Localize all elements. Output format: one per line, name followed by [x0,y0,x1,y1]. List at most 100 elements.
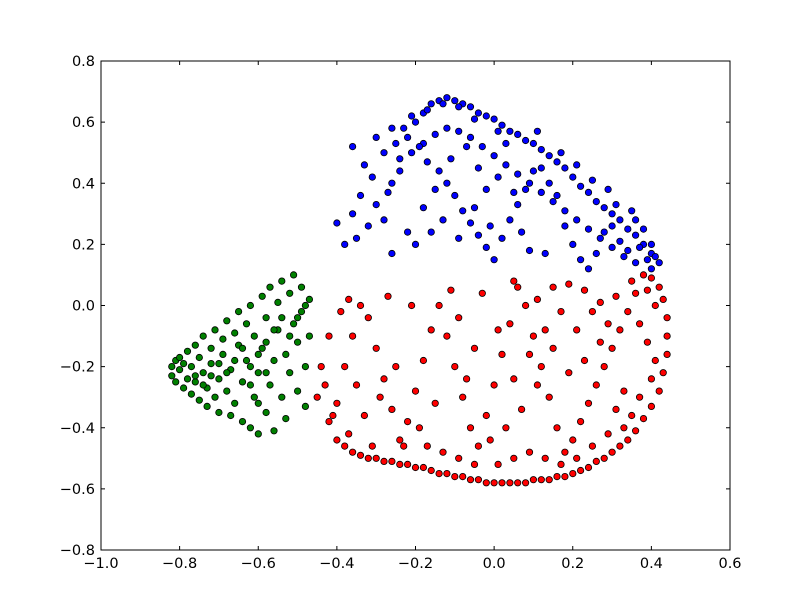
scatter-point [207,372,215,380]
scatter-point [415,143,423,151]
scatter-point [187,362,195,371]
scatter-point [525,448,534,456]
scatter-point [498,350,506,358]
scatter-point [529,476,538,484]
scatter-point [176,353,184,362]
scatter-point [455,127,463,135]
scatter-point [494,127,502,135]
scatter-point [451,472,459,481]
scatter-point [635,243,644,251]
scatter-point [573,454,581,462]
scatter-point [372,344,380,352]
scatter-point [293,338,302,346]
scatter-point [403,228,412,236]
scatter-point [506,320,514,328]
scatter-point [624,246,632,255]
scatter-point [635,320,644,328]
scatter-point [411,463,420,472]
scatter-point [293,314,302,322]
scatter-point [494,173,502,181]
scatter-point [490,479,498,487]
scatter-point [482,112,490,120]
scatter-point [576,182,585,190]
scatter-point [537,188,545,196]
scatter-point [628,411,636,420]
scatter-point [647,274,656,282]
scatter-point [282,350,290,358]
scatter-point [545,393,553,401]
scatter-point [407,301,416,310]
scatter-point [415,424,423,432]
scatter-point [620,253,628,261]
scatter-point [482,185,490,193]
y-tick-label: −0.6 [60,482,95,498]
scatter-point [478,289,486,297]
scatter-point [510,188,518,196]
scatter-point [423,158,431,166]
scatter-point [384,188,392,196]
scatter-point [525,350,534,358]
scatter-point [447,155,455,163]
scatter-point [462,375,471,383]
scatter-point [651,253,659,261]
scatter-point [510,454,518,462]
scatter-point [643,256,652,264]
scatter-point [435,469,443,478]
scatter-point [392,139,400,148]
scatter-point [392,362,400,371]
scatter-point [631,216,640,224]
scatter-point [289,271,298,279]
scatter-point [246,301,254,310]
scatter-point [246,362,254,371]
scatter-point [521,301,530,310]
scatter-point [278,277,286,285]
scatter-point [368,173,376,181]
scatter-point [482,479,490,487]
scatter-point [266,283,274,291]
x-tick-label: 0.4 [640,556,663,572]
scatter-point [270,326,278,334]
scatter-point [514,283,522,291]
scatter-point [549,283,557,291]
scatter-point [580,356,589,365]
scatter-point [380,457,388,465]
scatter-point [337,307,345,316]
scatter-point [447,286,455,294]
scatter-point [549,198,557,206]
scatter-point [403,460,412,468]
scatter-point [305,332,313,340]
y-tick-label: 0.8 [72,54,95,70]
scatter-point [569,173,577,181]
scatter-point [557,460,565,468]
y-tick-label: 0.0 [72,299,95,315]
scatter-point [329,411,337,420]
scatter-point [541,326,549,334]
scatter-point [655,387,663,395]
scatter-point [514,130,522,138]
scatter-point [565,369,573,377]
scatter-point [612,292,620,300]
scatter-point [301,301,309,310]
scatter-point [364,454,372,462]
scatter-point [545,152,553,160]
scatter-point [301,362,309,371]
scatter-point [525,179,534,187]
scatter-point [474,164,482,172]
scatter-point [372,454,380,462]
scatter-point [427,466,435,475]
scatter-point [254,350,262,358]
scatter-point [459,393,467,401]
scatter-point [242,356,251,365]
scatter-point [439,448,447,456]
scatter-point [525,246,534,255]
scatter-point [242,320,251,328]
scatter-point [301,402,309,410]
scatter-point [180,384,188,392]
scatter-point [341,442,349,450]
scatter-point [341,240,349,248]
scatter-point [423,442,431,450]
scatter-point [474,231,482,239]
scatter-point [451,362,459,371]
scatter-point [431,399,439,407]
